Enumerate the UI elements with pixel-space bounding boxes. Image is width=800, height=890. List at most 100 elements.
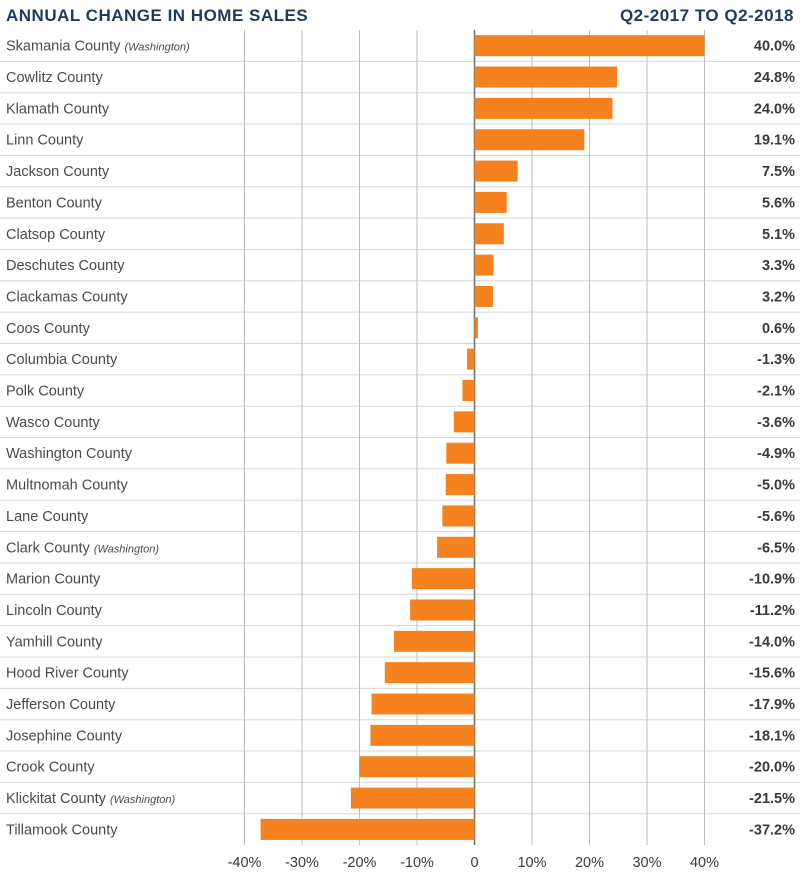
data-label: 3.3%	[762, 258, 795, 274]
county-name: Josephine County	[6, 728, 123, 744]
bar	[474, 285, 493, 307]
row: Crook County -20.0%	[6, 756, 795, 778]
bar	[453, 411, 475, 433]
category-label: Lane County	[6, 509, 89, 525]
row: Polk County -2.1%	[6, 380, 795, 402]
row: Klickitat County (Washington) -21.5%	[6, 787, 795, 809]
data-label: -37.2%	[749, 822, 795, 838]
data-label: -14.0%	[749, 634, 795, 650]
row: Tillamook County -37.2%	[6, 818, 795, 840]
bar	[474, 160, 518, 182]
row: Coos County 0.6%	[6, 317, 795, 339]
x-tick-label: 20%	[575, 855, 604, 871]
data-label: -6.5%	[757, 540, 795, 556]
county-name: Deschutes County	[6, 258, 125, 274]
row: Clackamas County 3.2%	[6, 285, 795, 307]
category-label: Polk County	[6, 384, 85, 400]
data-label: 7.5%	[762, 164, 795, 180]
county-name: Clark County	[6, 540, 91, 556]
county-name: Klamath County	[6, 101, 110, 117]
bar	[359, 756, 475, 778]
county-name: Skamania County	[6, 39, 121, 55]
row: Marion County -10.9%	[6, 568, 795, 590]
county-name: Benton County	[6, 195, 103, 211]
data-label: 3.2%	[762, 289, 795, 305]
category-label: Deschutes County	[6, 258, 125, 274]
row: Josephine County -18.1%	[6, 724, 795, 746]
x-tick-label: 10%	[517, 855, 546, 871]
row: Jefferson County -17.9%	[6, 693, 795, 715]
category-label: Klickitat County (Washington)	[6, 791, 175, 807]
data-label: 5.6%	[762, 195, 795, 211]
data-label: -15.6%	[749, 666, 795, 682]
category-label: Skamania County (Washington)	[6, 39, 190, 55]
row: Benton County 5.6%	[6, 191, 795, 213]
bar	[474, 66, 618, 88]
x-axis: -40% -30% -20% -10% 0 10% 20% 30% 40%	[228, 855, 720, 871]
data-label: 0.6%	[762, 321, 795, 337]
bar	[394, 630, 475, 652]
x-tick-label: 0	[470, 855, 478, 871]
category-label: Josephine County	[6, 728, 123, 744]
county-qualifier: (Washington)	[94, 543, 160, 555]
county-name: Klickitat County	[6, 791, 107, 807]
category-label: Marion County	[6, 572, 101, 588]
category-label: Multnomah County	[6, 478, 128, 494]
bar	[446, 442, 475, 464]
row: Deschutes County 3.3%	[6, 254, 795, 276]
grid-lines	[0, 30, 800, 845]
row: Washington County -4.9%	[6, 442, 795, 464]
county-name: Yamhill County	[6, 634, 103, 650]
county-name: Marion County	[6, 572, 101, 588]
bar	[437, 536, 475, 558]
bar	[474, 97, 613, 119]
county-name: Wasco County	[6, 415, 100, 431]
x-tick-label: 30%	[632, 855, 661, 871]
county-qualifier: (Washington)	[110, 794, 176, 806]
row: Multnomah County -5.0%	[6, 474, 795, 496]
row: Linn County 19.1%	[6, 129, 795, 151]
county-name: Washington County	[6, 446, 133, 462]
county-name: Polk County	[6, 384, 85, 400]
category-label: Yamhill County	[6, 634, 103, 650]
bar	[370, 724, 475, 746]
county-name: Lane County	[6, 509, 89, 525]
row: Yamhill County -14.0%	[6, 630, 795, 652]
chart-title: ANNUAL CHANGE IN HOME SALES	[6, 6, 308, 25]
category-label: Coos County	[6, 321, 91, 337]
data-label: -5.6%	[757, 509, 795, 525]
data-label: -10.9%	[749, 572, 795, 588]
row: Lane County -5.6%	[6, 505, 795, 527]
data-label: -2.1%	[757, 384, 795, 400]
data-label: -17.9%	[749, 697, 795, 713]
data-label: -18.1%	[749, 728, 795, 744]
row: Columbia County -1.3%	[6, 348, 795, 370]
bar	[474, 254, 494, 276]
bar	[474, 129, 585, 151]
category-label: Benton County	[6, 195, 103, 211]
data-label: 24.0%	[754, 101, 795, 117]
county-name: Hood River County	[6, 666, 129, 682]
county-name: Columbia County	[6, 352, 118, 368]
category-label: Jefferson County	[6, 697, 116, 713]
row: Klamath County 24.0%	[6, 97, 795, 119]
row: Lincoln County -11.2%	[6, 599, 795, 621]
data-label: -4.9%	[757, 446, 795, 462]
chart-subtitle: Q2-2017 TO Q2-2018	[620, 6, 794, 25]
category-label: Hood River County	[6, 666, 129, 682]
bar	[474, 35, 705, 57]
county-name: Jefferson County	[6, 697, 116, 713]
row: Hood River County -15.6%	[6, 662, 795, 684]
chart-rows: Skamania County (Washington) 40.0%Cowlitz …	[6, 35, 795, 840]
bar	[350, 787, 475, 809]
data-label: -20.0%	[749, 760, 795, 776]
data-label: 24.8%	[754, 70, 795, 86]
bar	[442, 505, 475, 527]
data-label: -21.5%	[749, 791, 795, 807]
category-label: Clackamas County	[6, 289, 128, 305]
category-label: Clark County (Washington)	[6, 540, 159, 556]
row: Skamania County (Washington) 40.0%	[6, 35, 795, 57]
category-label: Klamath County	[6, 101, 110, 117]
row: Clark County (Washington) -6.5%	[6, 536, 795, 558]
